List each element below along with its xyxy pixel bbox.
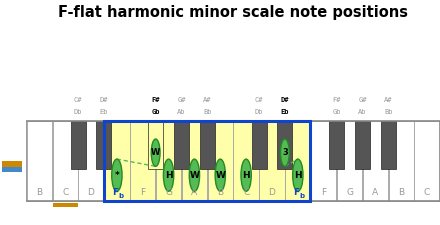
Text: C#: C# (255, 97, 263, 103)
Bar (52, 121, 78, 201)
Text: b: b (119, 193, 124, 199)
Text: Gb: Gb (332, 109, 341, 115)
Circle shape (163, 159, 174, 191)
Bar (26, 121, 440, 201)
Bar (355, 121, 370, 169)
Text: W: W (190, 171, 199, 180)
Text: G#: G# (358, 97, 367, 103)
Bar (52, 202, 78, 207)
Text: D#: D# (100, 97, 108, 103)
Bar (27, 121, 52, 201)
Text: B: B (398, 188, 404, 197)
Text: F: F (293, 188, 299, 197)
Circle shape (281, 139, 289, 166)
Text: A: A (372, 188, 378, 197)
Text: Db: Db (255, 109, 263, 115)
Text: D: D (88, 188, 95, 197)
Text: Bb: Bb (203, 109, 212, 115)
Bar (104, 121, 311, 201)
Text: H: H (165, 171, 172, 180)
Text: B: B (217, 188, 224, 197)
Circle shape (215, 159, 225, 191)
Bar (130, 121, 155, 201)
Bar (381, 121, 396, 169)
Text: B: B (36, 188, 42, 197)
Bar (329, 121, 344, 169)
Text: F: F (140, 188, 145, 197)
Text: Ab: Ab (358, 109, 367, 115)
Text: b: b (300, 193, 305, 199)
Bar (259, 121, 285, 201)
Text: basicmusictheory.com: basicmusictheory.com (10, 69, 15, 147)
Bar (70, 121, 86, 169)
Text: F: F (112, 188, 118, 197)
Text: F#: F# (151, 97, 160, 103)
Bar (285, 121, 311, 201)
Text: H: H (294, 171, 302, 180)
Text: F: F (321, 188, 326, 197)
Bar (277, 121, 293, 169)
Bar (363, 121, 388, 201)
Bar (156, 121, 181, 201)
Bar (200, 121, 215, 169)
Circle shape (293, 159, 303, 191)
Text: F-flat harmonic minor scale note positions: F-flat harmonic minor scale note positio… (58, 4, 408, 20)
Circle shape (151, 139, 160, 166)
Text: *: * (114, 171, 119, 180)
Text: D#: D# (281, 97, 289, 103)
Circle shape (112, 159, 122, 191)
Text: D: D (268, 188, 275, 197)
Bar (3, 166, 22, 172)
Text: A#: A# (384, 97, 392, 103)
Bar (252, 121, 267, 169)
Text: Gb: Gb (151, 109, 160, 115)
Text: F#: F# (332, 97, 341, 103)
Circle shape (241, 159, 251, 191)
Bar (104, 121, 129, 201)
Bar (96, 121, 111, 169)
Text: Eb: Eb (281, 109, 289, 115)
Text: C: C (62, 188, 68, 197)
Text: C#: C# (74, 97, 82, 103)
Bar (208, 121, 233, 201)
Text: 3: 3 (282, 148, 288, 157)
Text: A: A (191, 188, 198, 197)
Bar (337, 121, 362, 201)
Text: W: W (215, 171, 225, 180)
Bar (78, 121, 104, 201)
Text: A#: A# (203, 97, 212, 103)
Bar (148, 121, 163, 169)
Bar (174, 121, 189, 169)
Text: G: G (165, 188, 172, 197)
Text: W: W (151, 148, 160, 157)
Bar (389, 121, 414, 201)
Text: H: H (242, 171, 250, 180)
Bar (182, 121, 207, 201)
Bar (414, 121, 440, 201)
Text: Bb: Bb (384, 109, 392, 115)
Text: Eb: Eb (100, 109, 108, 115)
Circle shape (189, 159, 200, 191)
Text: C: C (243, 188, 249, 197)
Bar (3, 161, 22, 166)
Text: G: G (346, 188, 353, 197)
Text: Db: Db (74, 109, 82, 115)
Bar (311, 121, 336, 201)
Bar (234, 121, 259, 201)
Text: C: C (424, 188, 430, 197)
Text: G#: G# (177, 97, 186, 103)
Text: Ab: Ab (177, 109, 186, 115)
